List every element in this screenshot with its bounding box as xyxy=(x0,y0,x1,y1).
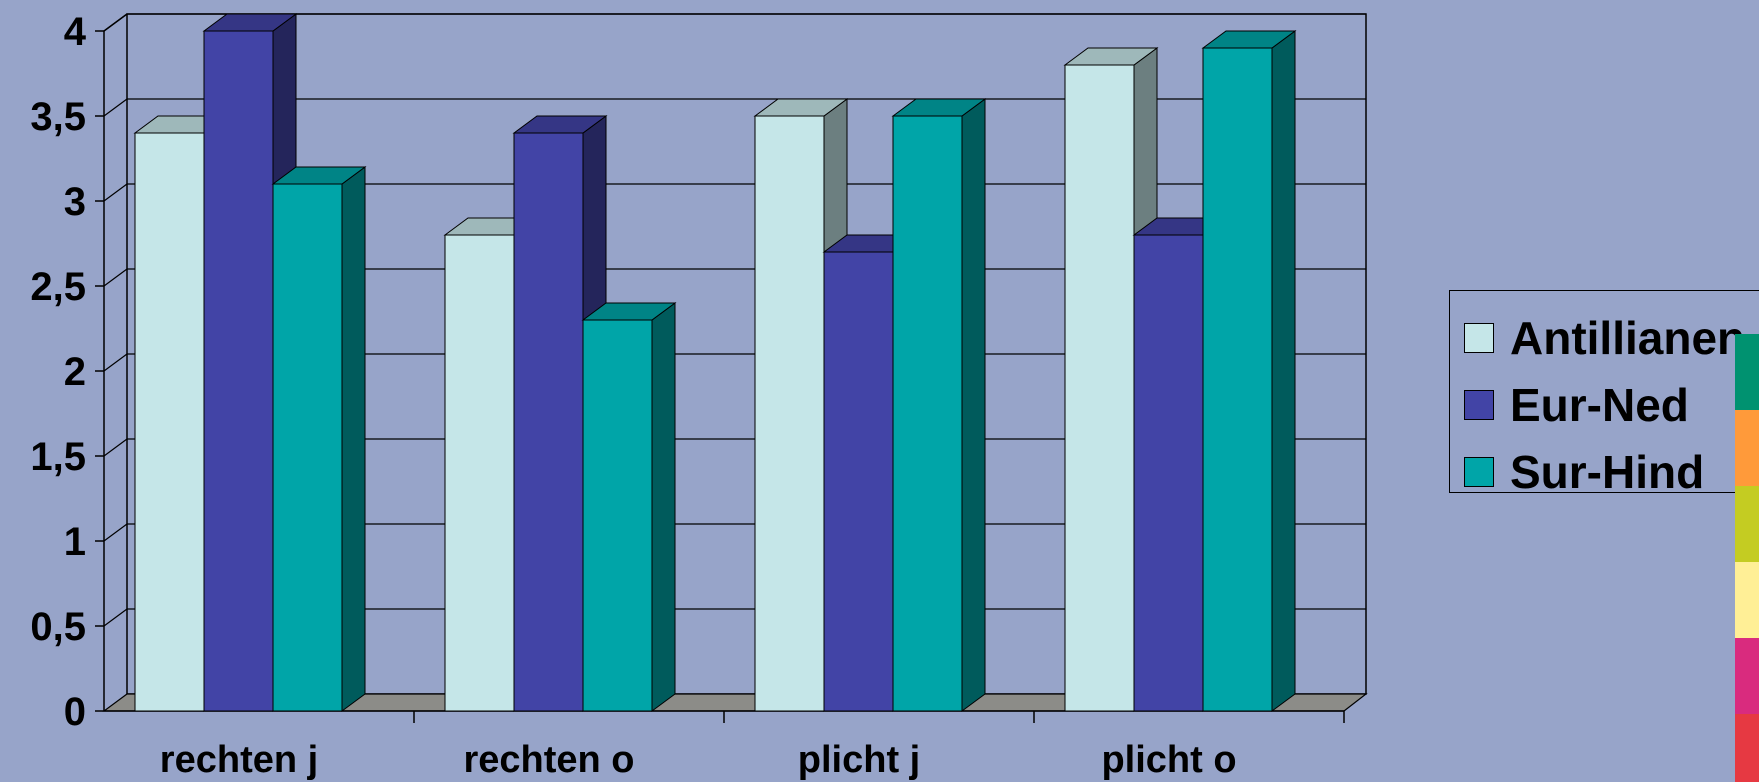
bar xyxy=(581,302,677,712)
legend: Antillianen Eur-Ned Sur-Hind xyxy=(1449,290,1759,498)
y-tick-label: 2 xyxy=(64,350,86,394)
color-stripe-segment xyxy=(1735,638,1759,714)
legend-item-antillianen: Antillianen xyxy=(1464,311,1745,365)
gridline-side xyxy=(103,183,128,202)
bar-front xyxy=(1064,64,1135,712)
bar-front xyxy=(134,132,205,712)
bar-front xyxy=(582,319,653,712)
legend-swatch xyxy=(1464,390,1494,420)
y-tick-label: 1,5 xyxy=(30,435,86,479)
legend-label: Sur-Hind xyxy=(1510,446,1705,498)
bar xyxy=(271,166,367,712)
bar-front xyxy=(272,183,343,712)
color-stripe-segment xyxy=(1735,562,1759,638)
x-axis-labels: rechten j rechten o plicht j plicht o xyxy=(160,711,1345,781)
bar-side xyxy=(1271,30,1296,712)
legend-label: Antillianen xyxy=(1510,312,1746,364)
legend-item-sur-hind: Sur-Hind xyxy=(1464,445,1704,499)
bar xyxy=(891,98,987,712)
y-tick-label: 2,5 xyxy=(30,265,86,309)
x-category-label: plicht j xyxy=(798,739,920,781)
bar-front xyxy=(1133,234,1204,712)
gridline-side xyxy=(103,438,128,457)
y-tick-label: 1 xyxy=(64,520,86,564)
bar-front xyxy=(1202,47,1273,712)
y-axis-ticks: 0 0,5 1 1,5 2 2,5 3 3,5 4 xyxy=(30,10,104,734)
x-category-label: rechten j xyxy=(160,739,318,781)
bars xyxy=(133,13,1297,712)
color-stripe-segment xyxy=(1735,334,1759,410)
bar-front xyxy=(513,132,584,712)
bar-front xyxy=(892,115,963,712)
gridline-side xyxy=(103,98,128,117)
x-category-label: plicht o xyxy=(1101,739,1236,781)
bar-front xyxy=(444,234,515,712)
x-category-label: rechten o xyxy=(463,739,634,781)
y-tick-label: 3 xyxy=(64,180,86,224)
bar xyxy=(1201,30,1297,712)
gridline-side xyxy=(103,353,128,372)
color-stripe-segment xyxy=(1735,486,1759,562)
y-tick-label: 3,5 xyxy=(30,95,86,139)
gridline-side xyxy=(103,608,128,627)
color-stripe-segment xyxy=(1735,410,1759,486)
y-tick-label: 4 xyxy=(64,10,87,54)
gridline-side xyxy=(103,268,128,287)
color-stripe-segment xyxy=(1735,714,1759,782)
legend-item-eur-ned: Eur-Ned xyxy=(1464,378,1689,432)
bar-side xyxy=(961,98,986,712)
legend-swatch xyxy=(1464,323,1494,353)
bar-front xyxy=(754,115,825,712)
y-tick-label: 0,5 xyxy=(30,605,86,649)
bar-side xyxy=(651,302,676,712)
y-tick-label: 0 xyxy=(64,690,86,734)
gridline-side xyxy=(103,13,128,32)
gridline-side xyxy=(103,523,128,542)
bar-front xyxy=(203,30,274,712)
bar-front xyxy=(823,251,894,712)
legend-label: Eur-Ned xyxy=(1510,379,1689,431)
bar-side xyxy=(341,166,366,712)
legend-swatch xyxy=(1464,457,1494,487)
